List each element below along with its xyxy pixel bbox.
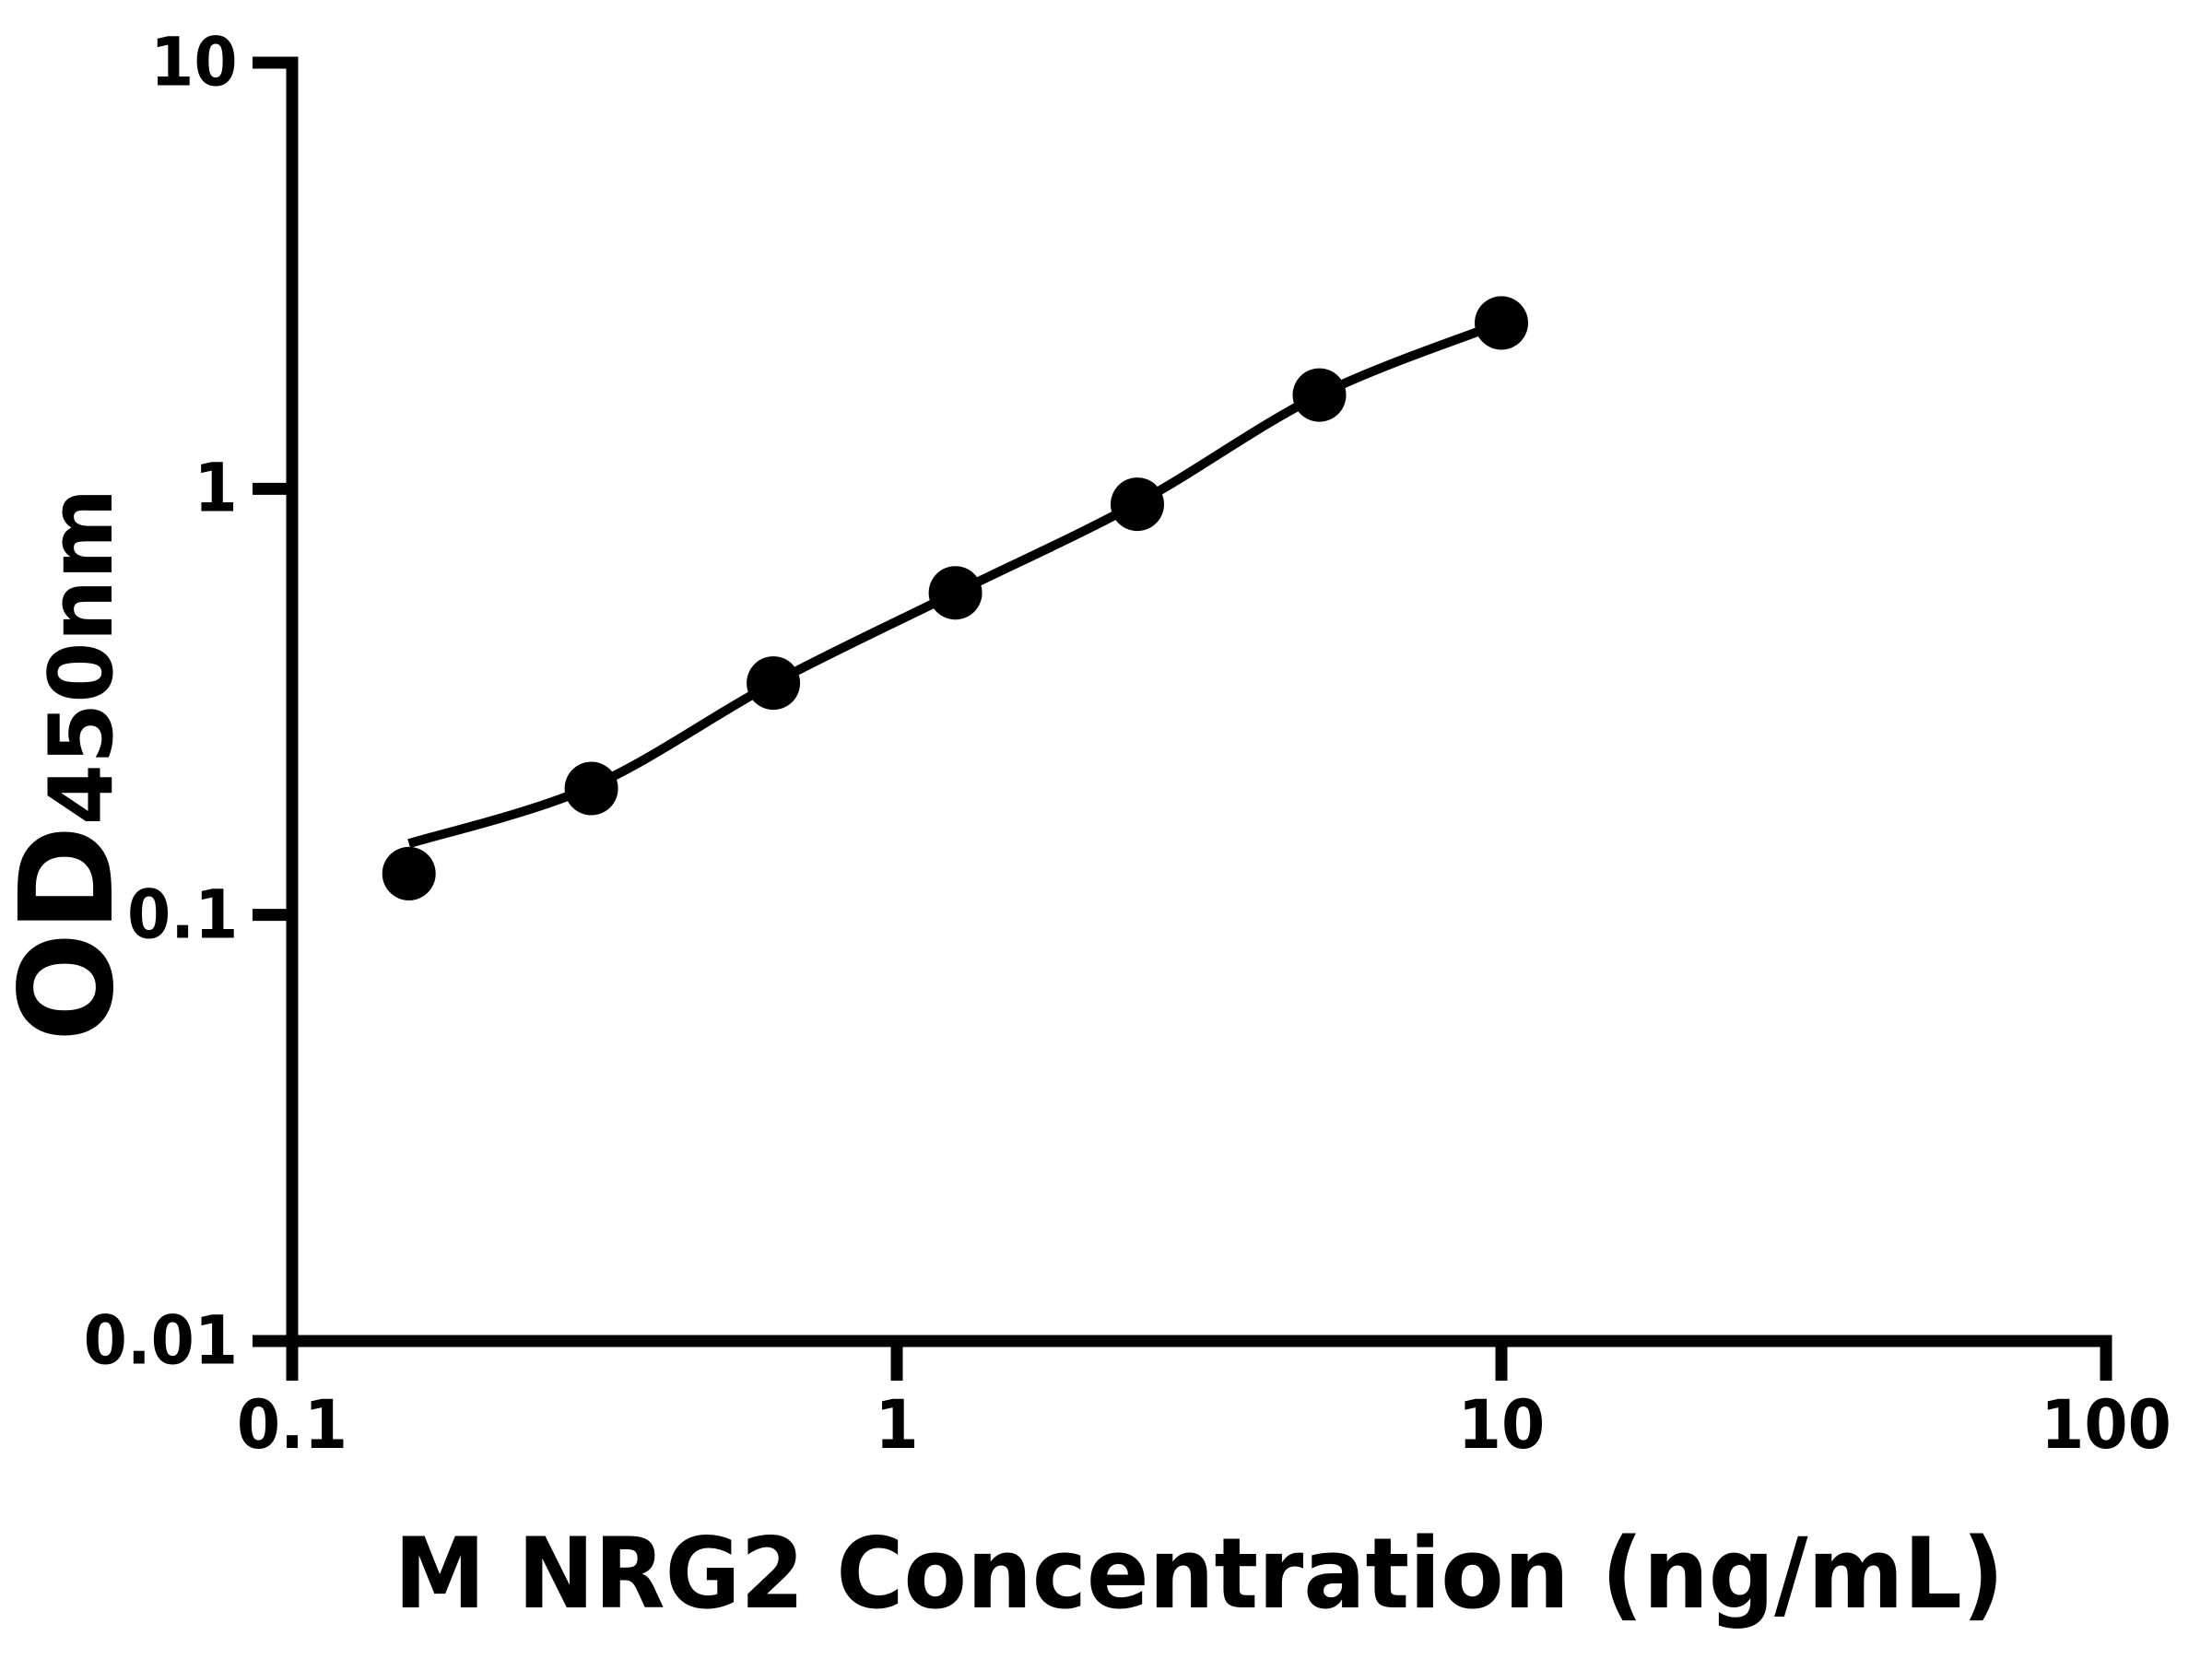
x-tick-label: 0.1 bbox=[236, 1386, 348, 1465]
series-layer bbox=[382, 296, 1528, 900]
x-axis-title: M NRG2 Concentration (ng/mL) bbox=[394, 1523, 2005, 1625]
data-point bbox=[928, 566, 982, 620]
y-tick-label: 1 bbox=[194, 449, 238, 528]
y-tick-label: 0.01 bbox=[83, 1301, 238, 1381]
y-tick-label: 0.1 bbox=[126, 876, 238, 955]
data-point bbox=[382, 846, 436, 900]
data-point bbox=[564, 761, 618, 816]
data-point bbox=[1475, 296, 1528, 350]
x-tick-label: 1 bbox=[875, 1386, 919, 1465]
data-point bbox=[1111, 477, 1164, 532]
x-axis-title-text: M NRG2 Concentration (ng/mL) bbox=[394, 1517, 2005, 1630]
ticks-layer bbox=[253, 56, 2112, 1381]
data-point bbox=[1292, 368, 1347, 422]
y-axis-title-main: OD bbox=[0, 825, 143, 1042]
y-axis-title: OD450nm bbox=[0, 488, 143, 1042]
x-tick-label: 100 bbox=[2041, 1386, 2171, 1465]
x-tick-label: 10 bbox=[1457, 1386, 1546, 1465]
y-tick-label: 10 bbox=[150, 23, 238, 102]
data-point bbox=[747, 656, 801, 711]
y-axis-title-sub: 450nm bbox=[31, 488, 133, 826]
